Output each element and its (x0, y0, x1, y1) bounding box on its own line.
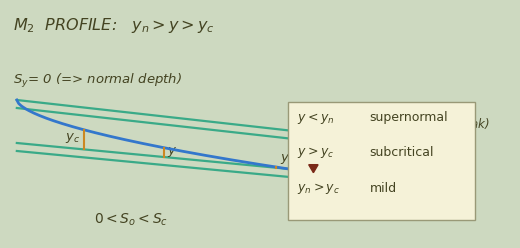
Text: $y$: $y$ (167, 145, 178, 159)
Text: $y < y_n$: $y < y_n$ (297, 111, 335, 125)
FancyBboxPatch shape (288, 102, 475, 220)
Text: $y > y_c$: $y > y_c$ (297, 146, 335, 160)
Text: $y_n > y_c$: $y_n > y_c$ (297, 181, 341, 195)
Text: subcritical: subcritical (370, 147, 434, 159)
Text: $S_y$= 0 (=> normal depth): $S_y$= 0 (=> normal depth) (13, 72, 182, 90)
Text: $y_c$: $y_c$ (66, 131, 81, 145)
Polygon shape (309, 165, 318, 173)
Text: mild: mild (370, 182, 397, 194)
Text: M$_2$  PROFILE:   $y_n > y > y_c$: M$_2$ PROFILE: $y_n > y > y_c$ (13, 16, 215, 35)
Text: supernormal: supernormal (370, 112, 448, 124)
Text: $y_n$: $y_n$ (280, 152, 295, 166)
Text: $0 < S_o < S_c$: $0 < S_o < S_c$ (94, 212, 167, 228)
Text: $S_y$= -∞ (to abrupt slope break): $S_y$= -∞ (to abrupt slope break) (309, 117, 489, 135)
